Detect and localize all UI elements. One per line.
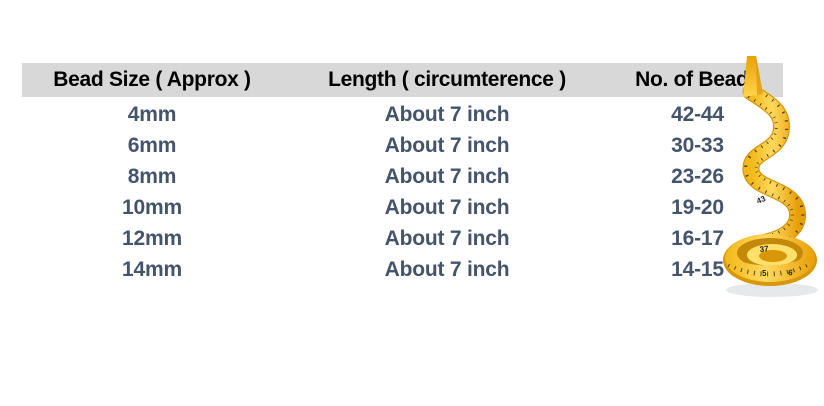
table-row: 10mm About 7 inch 19-20 bbox=[22, 192, 783, 223]
tape-number: 5 bbox=[762, 269, 767, 278]
cell-no-of-beads: 30-33 bbox=[671, 133, 724, 157]
table-body: 4mm About 7 inch 42-44 6mm About 7 inch … bbox=[22, 97, 783, 285]
header-bead-size: Bead Size ( Approx ) bbox=[53, 68, 251, 91]
bead-size-table: Bead Size ( Approx ) Length ( circumtere… bbox=[22, 63, 783, 285]
cell-bead-size: 8mm bbox=[127, 164, 177, 188]
tape-number: 43 bbox=[755, 194, 767, 206]
tape-coil: 37 5 6 bbox=[723, 234, 817, 286]
tape-number: 37 bbox=[759, 244, 769, 254]
cell-bead-size: 4mm bbox=[127, 102, 177, 126]
cell-length: About 7 inch bbox=[384, 226, 510, 250]
tape-tip bbox=[743, 56, 763, 97]
table-row: 4mm About 7 inch 42-44 bbox=[22, 99, 783, 130]
cell-length: About 7 inch bbox=[384, 257, 510, 281]
cell-no-of-beads: 19-20 bbox=[671, 195, 724, 219]
cell-length: About 7 inch bbox=[384, 195, 510, 219]
cell-length: About 7 inch bbox=[384, 133, 510, 157]
measuring-tape-image: 43 37 5 6 bbox=[723, 56, 818, 297]
header-length: Length ( circumterence ) bbox=[328, 68, 566, 91]
cell-bead-size: 12mm bbox=[122, 226, 182, 250]
cell-no-of-beads: 16-17 bbox=[671, 226, 724, 250]
table-row: 8mm About 7 inch 23-26 bbox=[22, 161, 783, 192]
tape-number: 6 bbox=[788, 268, 794, 277]
cell-no-of-beads: 14-15 bbox=[671, 257, 724, 281]
table-row: 6mm About 7 inch 30-33 bbox=[22, 130, 783, 161]
cell-length: About 7 inch bbox=[384, 164, 510, 188]
cell-bead-size: 14mm bbox=[122, 257, 182, 281]
table-row: 12mm About 7 inch 16-17 bbox=[22, 223, 783, 254]
cell-bead-size: 10mm bbox=[122, 195, 182, 219]
cell-no-of-beads: 42-44 bbox=[671, 102, 724, 126]
cell-bead-size: 6mm bbox=[127, 133, 177, 157]
header-no-of-beads: No. of Beads bbox=[635, 68, 760, 91]
tape-shadow bbox=[726, 283, 818, 297]
table-row: 14mm About 7 inch 14-15 bbox=[22, 254, 783, 285]
cell-length: About 7 inch bbox=[384, 102, 510, 126]
table-header-row: Bead Size ( Approx ) Length ( circumtere… bbox=[22, 63, 783, 97]
tape-ribbon: 43 bbox=[742, 83, 807, 251]
cell-no-of-beads: 23-26 bbox=[671, 164, 724, 188]
